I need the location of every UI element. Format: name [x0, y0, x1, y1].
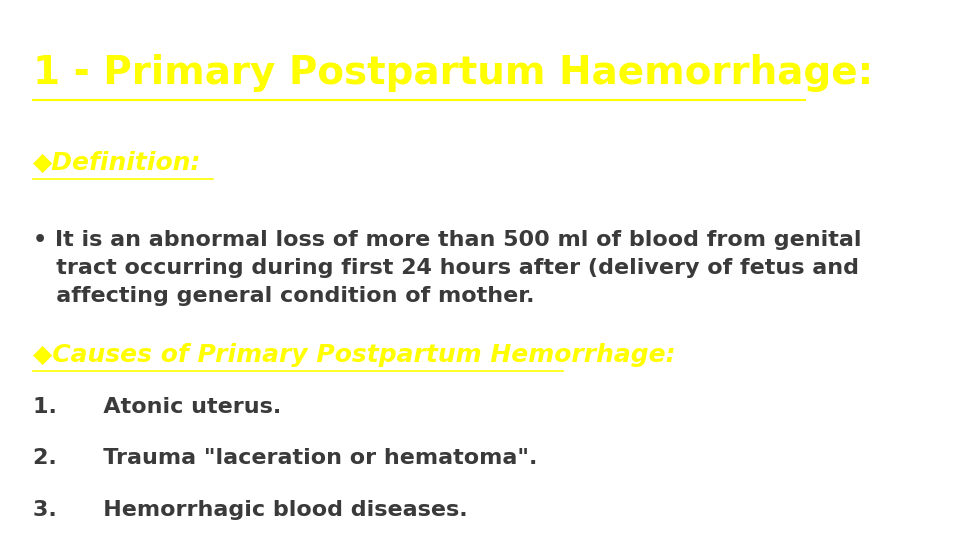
Text: 1 - Primary Postpartum Haemorrhage:: 1 - Primary Postpartum Haemorrhage: [34, 54, 874, 92]
Text: 1.      Atonic uterus.: 1. Atonic uterus. [34, 397, 281, 417]
Text: 2.      Trauma "laceration or hematoma".: 2. Trauma "laceration or hematoma". [34, 448, 538, 468]
Text: ◆Definition:: ◆Definition: [34, 151, 202, 175]
Text: • It is an abnormal loss of more than 500 ml of blood from genital
   tract occu: • It is an abnormal loss of more than 50… [34, 230, 862, 306]
Text: ◆Causes of Primary Postpartum Hemorrhage:: ◆Causes of Primary Postpartum Hemorrhage… [34, 343, 676, 367]
Text: 3.      Hemorrhagic blood diseases.: 3. Hemorrhagic blood diseases. [34, 500, 468, 519]
